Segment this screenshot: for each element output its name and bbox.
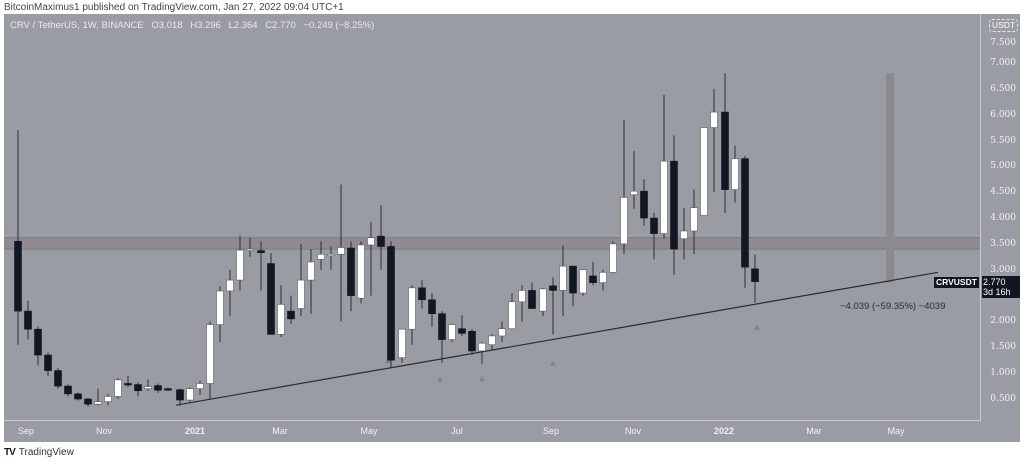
brand-name: TradingView bbox=[18, 447, 74, 458]
time-tick: Sep bbox=[17, 426, 35, 436]
ascending-support-line bbox=[175, 271, 939, 406]
time-tick: Mar bbox=[806, 426, 822, 436]
tradingview-logo-icon: TV bbox=[4, 447, 16, 458]
price-tick: 1.000 bbox=[990, 368, 1016, 379]
legend-change: −0.249 (−8.25%) bbox=[303, 20, 375, 31]
chart-plot-area[interactable]: CRV / TetherUS, 1W, BINANCE O3.018 H3.29… bbox=[4, 14, 981, 421]
time-axis[interactable]: Sep Nov 2021 Mar May Jul Sep Nov 2022 Mar May bbox=[4, 421, 980, 442]
price-tick: 3.500 bbox=[990, 238, 1016, 249]
legend-high: H3.296 bbox=[190, 20, 221, 31]
price-tick: 6.000 bbox=[990, 109, 1016, 120]
time-tick: May bbox=[360, 426, 378, 436]
price-tick: 7.500 bbox=[990, 38, 1016, 49]
time-tick: 2022 bbox=[713, 426, 735, 436]
chart-frame: CRV / TetherUS, 1W, BINANCE O3.018 H3.29… bbox=[4, 14, 1020, 442]
legend-symbol: CRV / TetherUS, 1W, BINANCE bbox=[10, 20, 144, 31]
price-tick: 6.500 bbox=[990, 83, 1016, 94]
bar-countdown: 3d 16h bbox=[983, 287, 1011, 297]
price-tick: 4.500 bbox=[990, 187, 1016, 198]
legend-open: O3.018 bbox=[151, 20, 183, 31]
resistance-zone bbox=[4, 237, 980, 250]
currency-unit-badge[interactable]: USDT bbox=[989, 19, 1019, 32]
legend-close: C2.770 bbox=[265, 20, 296, 31]
time-tick: Nov bbox=[95, 426, 113, 436]
last-price-tag: 2.770 3d 16h bbox=[982, 276, 1020, 298]
publish-info: BitcoinMaximus1 published on TradingView… bbox=[4, 2, 344, 13]
price-tick: 2.000 bbox=[990, 316, 1016, 327]
time-tick: May bbox=[887, 426, 905, 436]
price-tick: 3.000 bbox=[990, 264, 1016, 275]
measure-label: −4.039 (−59.35%) −4039 bbox=[840, 301, 946, 312]
price-tick: 0.500 bbox=[990, 394, 1016, 404]
price-tick: 7.000 bbox=[990, 57, 1016, 68]
footer: TV TradingView bbox=[4, 447, 74, 458]
time-tick: Nov bbox=[624, 426, 642, 436]
price-tick: 5.000 bbox=[990, 161, 1016, 172]
time-tick: Sep bbox=[542, 426, 560, 436]
time-tick: 2021 bbox=[184, 426, 206, 436]
target-range-bar bbox=[886, 73, 894, 283]
last-price-value: 2.770 bbox=[983, 277, 1006, 287]
time-tick: Mar bbox=[272, 426, 288, 436]
axis-corner bbox=[981, 421, 1020, 442]
price-tick: 5.500 bbox=[990, 135, 1016, 146]
price-tick: 1.500 bbox=[990, 342, 1016, 353]
symbol-price-tag: CRVUSDT bbox=[934, 277, 979, 288]
candlestick-chart bbox=[4, 73, 980, 407]
legend-low: L2.364 bbox=[228, 20, 258, 31]
price-axis[interactable]: USDT 7.500 7.000 6.500 6.000 5.500 5.000 4.500… bbox=[981, 14, 1020, 420]
chart-legend: CRV / TetherUS, 1W, BINANCE O3.018 H3.29… bbox=[10, 20, 379, 31]
price-tick: 4.000 bbox=[990, 213, 1016, 224]
time-tick: Jul bbox=[451, 426, 463, 436]
